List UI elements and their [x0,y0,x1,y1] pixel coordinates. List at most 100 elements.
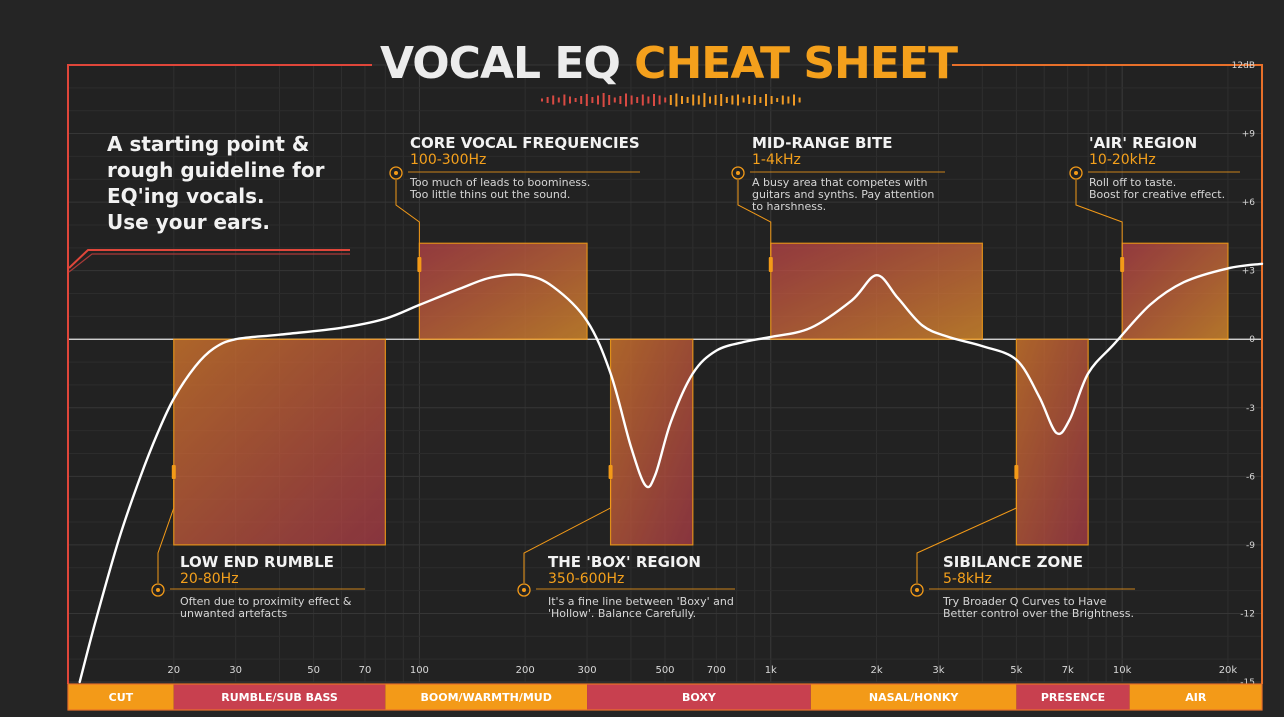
y-tick-label: -12 [1240,609,1255,619]
waveform-bar [569,96,571,104]
annotation-desc: Too much of leads to boominess. Too litt… [410,177,670,201]
target-icon-dot [522,588,526,592]
category-band [1016,684,1130,710]
annotation-desc: Roll off to taste. Boost for creative ef… [1089,177,1259,201]
y-tick-label: -6 [1246,472,1255,482]
category-band [810,684,1017,710]
chart-regions [173,242,1229,546]
x-tick-label: 700 [707,665,726,676]
waveform-bar [574,98,577,102]
annotation-sibilance: SIBILANCE ZONE 5-8kHz Try Broader Q Curv… [943,553,1183,620]
annotation-desc-line: Too much of leads to boominess. [410,176,591,189]
x-tick-label: 10k [1113,665,1132,676]
intro-line: A starting point & [107,132,310,156]
x-tick-label: 7k [1062,665,1074,676]
x-tick-label: 500 [655,665,674,676]
eq-region-box [609,338,694,546]
waveform-bar [681,96,683,104]
waveform-bar [709,96,711,104]
waveform-bar [765,94,767,106]
waveform-bar [669,95,672,105]
target-icon-dot [1074,171,1078,175]
category-band-label: CUT [109,691,134,704]
target-icon [731,166,745,180]
waveform-bar [585,94,588,106]
waveform-bar [546,97,549,103]
eq-curve-line [78,262,1264,684]
waveform-bar [781,95,784,105]
waveform-bar [753,95,756,105]
annotation-desc: It's a fine line between 'Boxy' and 'Hol… [548,596,808,620]
leader-line [157,480,175,583]
annotation-desc-line: guitars and synths. Pay attention [752,188,935,201]
annotation-desc: Try Broader Q Curves to Have Better cont… [943,596,1183,620]
category-band-label: BOOM/WARMTH/MUD [421,691,552,704]
eq-region-box [1015,338,1089,546]
y-tick-label: 12dB [1232,61,1255,71]
x-tick-label: 20 [167,665,180,676]
leader-line [523,480,612,583]
annotation-desc-line: Better control over the Brightness. [943,607,1135,620]
target-icon-dot [736,171,740,175]
waveform-bar [725,97,728,103]
category-band-label: AIR [1185,691,1207,704]
waveform-bar [686,97,689,103]
y-tick-label: +9 [1242,130,1256,140]
target-icon [151,583,165,597]
waveform-bar [703,93,706,107]
chart-leaders [151,166,1240,597]
category-band-border [67,683,1263,711]
annotation-air: 'AIR' REGION 10-20kHz Roll off to taste.… [1089,134,1259,201]
leader-line [737,180,772,256]
y-tick-label: +6 [1242,198,1256,208]
leader-line [1075,180,1123,256]
category-band-label: RUMBLE/SUB BASS [221,691,338,704]
waveform-bar [692,94,695,106]
waveform-bar [697,95,700,105]
target-icon [910,583,924,597]
category-band [587,684,811,710]
waveform-bar [658,95,661,105]
chart-y-ticks: 12dB +9 +6 +3 0 -3 -6 -9 -12 -15 [1232,61,1256,688]
annotation-range: 1-4kHz [752,152,801,168]
title-part-1: VOCAL EQ [380,38,621,89]
region-marker [1014,465,1019,479]
waveform-bar [742,97,745,103]
annotation-title: CORE VOCAL FREQUENCIES [410,134,640,152]
x-tick-label: 3k [932,665,944,676]
annotation-range: 100-300Hz [410,152,487,168]
leader-line [395,180,420,256]
waveform-bar [748,96,751,104]
chart-curve [78,262,1264,684]
target-icon [389,166,403,180]
eq-region-box [173,338,386,546]
category-band [68,684,174,710]
x-tick-label: 1k [765,665,777,676]
annotation-mid-range: MID-RANGE BITE 1-4kHz A busy area that c… [752,134,1012,213]
waveform-bar [664,97,667,103]
category-band-label: NASAL/HONKY [869,691,959,704]
annotation-desc-line: It's a fine line between 'Boxy' and [548,595,734,608]
category-band [1129,684,1262,710]
annotation-desc: A busy area that competes with guitars a… [752,177,1012,213]
annotation-title: 'AIR' REGION [1089,134,1198,152]
target-icon [1069,166,1083,180]
annotation-title: SIBILANCE ZONE [943,553,1084,571]
annotation-core-vocal: CORE VOCAL FREQUENCIES 100-300Hz Too muc… [410,134,670,201]
annotation-desc-line: Try Broader Q Curves to Have [943,595,1107,608]
x-tick-label: 20k [1219,665,1238,676]
annotation-desc-line: A busy area that competes with [752,176,928,189]
waveform-bar [580,96,583,104]
chart-bands: CUT RUMBLE/SUB BASS BOOM/WARMTH/MUD BOXY NAS… [67,683,1263,711]
annotation-range: 350-600Hz [548,571,625,587]
eq-region-box [770,242,983,340]
x-tick-label: 5k [1010,665,1022,676]
waveform-bar [613,97,616,103]
category-band [385,684,588,710]
leader-line [916,480,1017,583]
waveform-bar [653,94,655,106]
waveform-bar [552,95,555,105]
annotation-title: THE 'BOX' REGION [548,553,701,571]
waveform-bar [787,96,790,104]
